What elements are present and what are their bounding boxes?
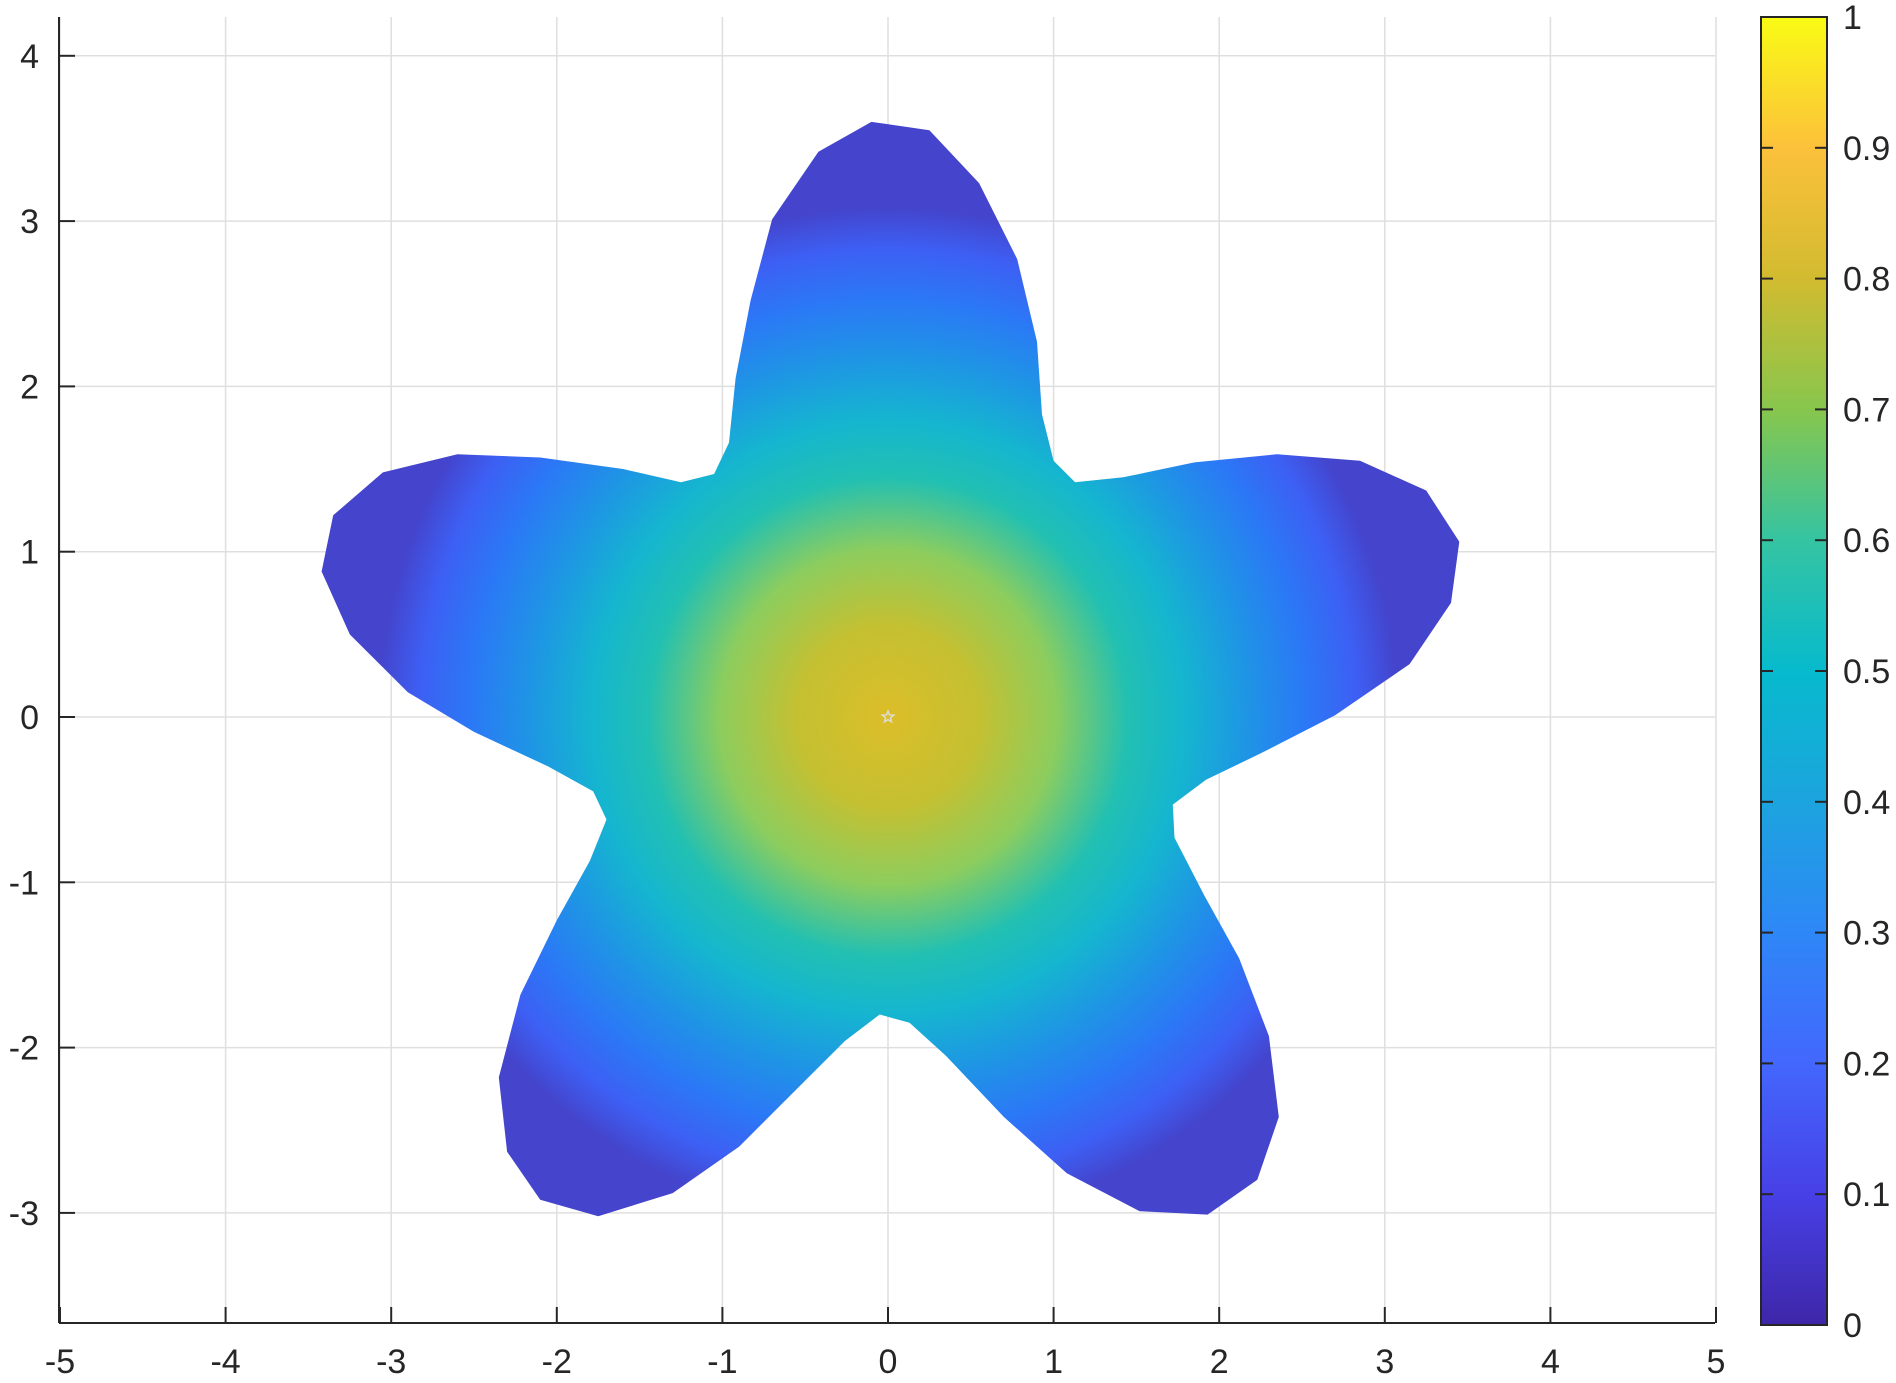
y-tick-label: -2: [9, 1030, 39, 1068]
axes: [58, 17, 1717, 1324]
x-tick-label: 2: [1210, 1343, 1229, 1381]
heatmap-region-layer: [321, 121, 1460, 1217]
x-tick-label: -4: [210, 1343, 240, 1381]
center-marker: [880, 709, 896, 724]
y-tick-label: 2: [20, 368, 39, 406]
y-tick-label: 4: [20, 38, 39, 76]
colorbar-tick-labels: 0 0.1 0.2 0.3 0.4 0.5 0.6 0.7 0.8 0.9 1: [1843, 0, 1890, 1345]
x-tick-label: -1: [707, 1343, 737, 1381]
colorbar-tick-label: 0.6: [1843, 522, 1890, 560]
y-tick-label: -1: [9, 864, 39, 902]
y-tick-label: -3: [9, 1195, 39, 1233]
y-tick-labels: -3 -2 -1 0 1 2 3 4: [9, 38, 39, 1233]
x-tick-label: 1: [1044, 1343, 1063, 1381]
colorbar-tick-label: 0.5: [1843, 653, 1890, 691]
colorbar-tick-label: 0.7: [1843, 391, 1890, 429]
colorbar-tick-label: 0.3: [1843, 915, 1890, 953]
x-tick-label: 5: [1707, 1343, 1726, 1381]
x-tick-label: -5: [45, 1343, 75, 1381]
colorbar-tick-label: 1: [1843, 0, 1862, 37]
x-tick-label: -3: [376, 1343, 406, 1381]
y-tick-label: 3: [20, 203, 39, 241]
y-tick-label: 1: [20, 534, 39, 572]
x-tick-label: 4: [1541, 1343, 1560, 1381]
x-tick-label: 3: [1375, 1343, 1394, 1381]
colorbar-tick-label: 0: [1843, 1307, 1862, 1345]
y-tick-label: 0: [20, 699, 39, 737]
colorbar-ticks: [1761, 16, 1827, 1326]
colorbar: 0 0.1 0.2 0.3 0.4 0.5 0.6 0.7 0.8 0.9 1: [1760, 0, 1890, 1345]
x-tick-label: -2: [542, 1343, 572, 1381]
colorbar-tick-label: 0.4: [1843, 784, 1890, 822]
colorbar-tick-label: 0.2: [1843, 1045, 1890, 1083]
x-tick-label: 0: [879, 1343, 898, 1381]
colorbar-tick-label: 0.8: [1843, 261, 1890, 299]
heatmap-region: [321, 121, 1460, 1217]
colorbar-tick-label: 0.9: [1843, 130, 1890, 168]
colorbar-tick-label: 0.1: [1843, 1176, 1890, 1214]
x-tick-labels: -5 -4 -3 -2 -1 0 1 2 3 4 5: [45, 1343, 1726, 1381]
